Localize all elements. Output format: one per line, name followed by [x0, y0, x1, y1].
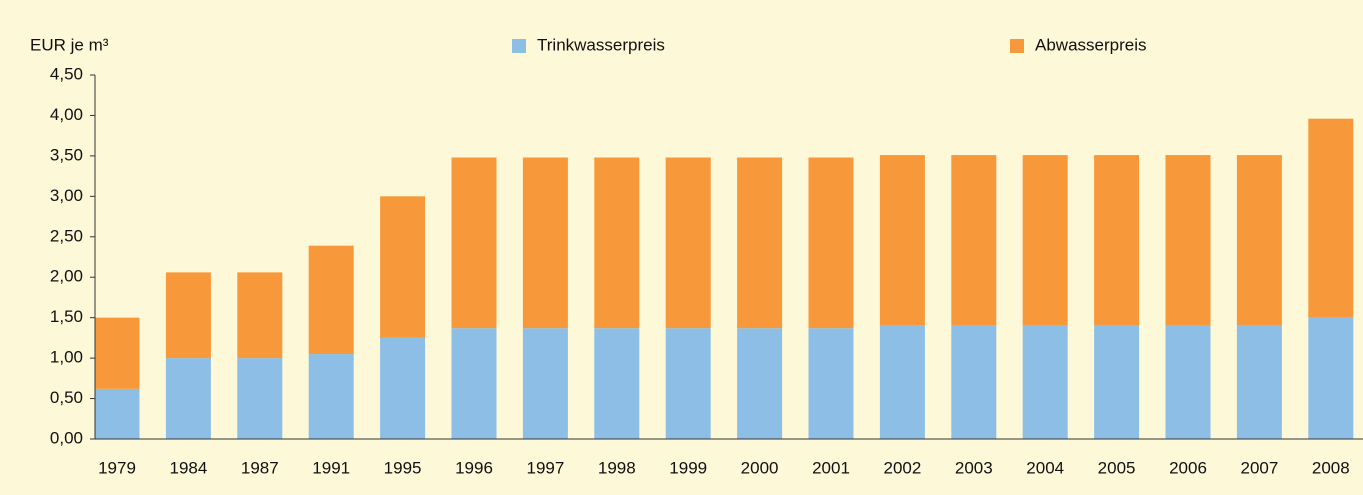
bar-segment: [522, 328, 568, 439]
x-tick-label: 1987: [241, 458, 279, 477]
bar-segment: [737, 328, 783, 439]
bar-segment: [879, 325, 925, 439]
bar-segment: [737, 157, 783, 329]
bar-segment: [808, 328, 854, 439]
bar-segment: [237, 272, 283, 359]
y-tick-label: 0,50: [50, 388, 83, 407]
y-tick-label: 3,50: [50, 145, 83, 164]
y-tick-label: 2,50: [50, 226, 83, 245]
x-tick-label: 2002: [883, 458, 921, 477]
x-tick-label: 2006: [1169, 458, 1207, 477]
x-tick-label: 1996: [455, 458, 493, 477]
x-tick-label: 1999: [669, 458, 707, 477]
bar-segment: [1022, 325, 1068, 439]
y-tick-label: 0,00: [50, 428, 83, 447]
bar-segment: [380, 337, 426, 439]
legend-swatch: [512, 39, 526, 53]
bar-segment: [522, 157, 568, 329]
x-tick-label: 2008: [1312, 458, 1350, 477]
x-tick-label: 2001: [812, 458, 850, 477]
y-tick-label: 4,50: [50, 64, 83, 83]
bar-segment: [665, 157, 711, 329]
x-tick-label: 2003: [955, 458, 993, 477]
bar-segment: [1165, 325, 1211, 439]
bar-segment: [1094, 325, 1140, 439]
y-tick-label: 1,00: [50, 348, 83, 367]
bar-segment: [1165, 155, 1211, 326]
bar-segment: [237, 358, 283, 439]
bar-segment: [1236, 155, 1282, 326]
legend-swatch: [1010, 39, 1024, 53]
bar-segment: [165, 358, 211, 439]
x-tick-label: 1979: [98, 458, 136, 477]
legend-label: Abwasserpreis: [1035, 35, 1147, 54]
bar-segment: [594, 157, 640, 329]
bar-segment: [594, 328, 640, 439]
bar-segment: [1308, 118, 1354, 318]
y-axis-label: EUR je m³: [30, 35, 109, 54]
bar-segment: [308, 354, 354, 439]
x-tick-label: 1984: [169, 458, 207, 477]
bar-segment: [951, 325, 997, 439]
x-tick-label: 1998: [598, 458, 636, 477]
x-tick-label: 2000: [741, 458, 779, 477]
x-tick-label: 1995: [384, 458, 422, 477]
x-tick-label: 2005: [1098, 458, 1136, 477]
bar-segment: [380, 196, 426, 338]
bar-segment: [665, 328, 711, 439]
x-tick-label: 2007: [1240, 458, 1278, 477]
bar-segment: [308, 245, 354, 355]
bar-segment: [451, 157, 497, 329]
x-tick-label: 1997: [526, 458, 564, 477]
y-tick-label: 3,00: [50, 186, 83, 205]
bar-segment: [1094, 155, 1140, 326]
bar-segment: [1308, 317, 1354, 439]
bar-segment: [951, 155, 997, 326]
bar-segment: [1236, 325, 1282, 439]
bar-segment: [165, 272, 211, 359]
bar-segment: [808, 157, 854, 329]
bar-segment: [94, 388, 140, 439]
y-tick-label: 4,00: [50, 105, 83, 124]
bar-segment: [1022, 155, 1068, 326]
legend-label: Trinkwasserpreis: [537, 35, 665, 54]
y-tick-label: 1,50: [50, 307, 83, 326]
bar-segment: [94, 317, 140, 389]
bar-segment: [451, 328, 497, 439]
x-tick-label: 2004: [1026, 458, 1064, 477]
bar-segment: [879, 155, 925, 326]
x-tick-label: 1991: [312, 458, 350, 477]
y-tick-label: 2,00: [50, 267, 83, 286]
